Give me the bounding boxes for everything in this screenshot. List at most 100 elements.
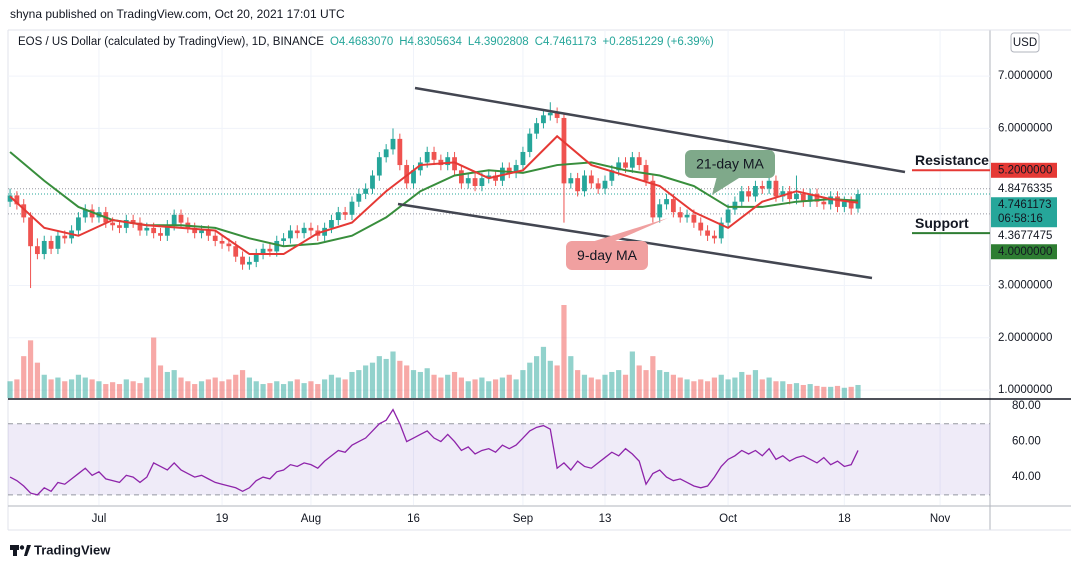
candle-body (718, 222, 724, 239)
volume-bar (27, 340, 34, 398)
candle-body (82, 209, 88, 218)
candle-body (527, 133, 533, 152)
candle-body (226, 243, 232, 247)
candle-body (431, 151, 437, 160)
x-tick-label: Jul (92, 513, 107, 525)
candle-body (725, 209, 731, 223)
candle-body (151, 227, 157, 234)
volume-bar (636, 365, 642, 398)
volume-bar (335, 377, 341, 398)
candle-body (240, 256, 245, 265)
volume-bar (752, 370, 759, 398)
candle-body (677, 212, 683, 218)
candle-body (636, 157, 642, 166)
volume-bar (342, 379, 348, 398)
candle-body (137, 222, 143, 231)
candle-body (335, 212, 341, 221)
candle-body (164, 225, 170, 236)
x-tick-label: 19 (216, 513, 229, 525)
volume-bar (451, 371, 458, 398)
volume-bar (137, 383, 143, 398)
volume-bar (144, 377, 150, 398)
level-label: Resistance (915, 152, 989, 168)
candle-body (698, 222, 704, 231)
candle-body (342, 212, 348, 215)
candle-body (370, 175, 375, 189)
volume-bar (561, 305, 567, 398)
candle-body (568, 178, 574, 184)
volume-bar (766, 377, 772, 398)
volume-bar (609, 371, 615, 398)
candle-body (787, 191, 793, 200)
volume-bar (711, 377, 718, 398)
candle-body (233, 246, 239, 257)
candle-body (780, 191, 786, 197)
volume-bar (828, 386, 834, 398)
volume-bar (123, 379, 129, 398)
volume-bar (68, 379, 75, 398)
level-label: Support (915, 215, 969, 231)
candle-body (144, 227, 150, 231)
candle-body (465, 178, 471, 184)
axis-layer: EOS / US Dollar (calculated by TradingVi… (18, 36, 1057, 525)
candle-body (534, 123, 540, 134)
symbol-name: EOS / US Dollar (calculated by TradingVi… (18, 36, 324, 48)
candle-body (445, 157, 451, 166)
candle-body (828, 196, 834, 205)
volume-bar (513, 379, 519, 398)
ohlc-value: H4.8305634 (399, 36, 462, 48)
candle-body (766, 180, 772, 189)
volume-bar (698, 379, 704, 398)
candle-body (746, 191, 752, 197)
candle-body (404, 165, 410, 184)
volume-bar (465, 381, 471, 398)
volume-bar (219, 381, 225, 398)
volume-bar (185, 381, 191, 398)
volume-bar (848, 386, 854, 398)
candle-body (588, 175, 594, 184)
y-tick-label: 1.0000000 (998, 384, 1052, 396)
ohlc-value: L4.3902808 (468, 36, 529, 48)
volume-bar (96, 381, 102, 398)
currency-button[interactable] (1010, 32, 1040, 53)
volume-bar (376, 356, 382, 398)
candle-body (260, 248, 266, 255)
candle-body (855, 194, 861, 209)
candle-body (397, 138, 403, 166)
volume-bar (404, 365, 410, 398)
candle-body (329, 220, 334, 228)
candle-body (178, 214, 184, 223)
candle-body (55, 235, 61, 249)
volume-bar (410, 370, 417, 398)
candle-body (561, 117, 567, 184)
volume-bar (458, 377, 464, 398)
volume-bar (616, 370, 622, 398)
volume-bar (171, 370, 177, 398)
volume-bar (547, 360, 553, 398)
candle-body (739, 191, 745, 202)
volume-bar (684, 379, 690, 398)
price-label: 4.8476335 (998, 183, 1052, 195)
candle-body (212, 235, 218, 241)
candle-body (712, 235, 717, 239)
y-tick-label: 7.0000000 (998, 70, 1052, 82)
volume-bar (294, 379, 300, 398)
candle-body (541, 115, 546, 124)
candle-body (383, 149, 389, 158)
volume-bar (554, 365, 560, 398)
volume-bar (233, 374, 239, 398)
symbol-title: EOS / US Dollar (calculated by TradingVi… (18, 36, 714, 48)
volume-bar (260, 384, 266, 398)
volume-bar (246, 377, 252, 398)
volume-bar (595, 379, 601, 398)
y-tick-label: 6.0000000 (998, 122, 1052, 134)
rsi-tick-label: 60.00 (1012, 436, 1041, 448)
currency-label[interactable]: USD (1013, 37, 1037, 49)
volume-bar (629, 351, 635, 398)
published-line: shyna published on TradingView.com, Oct … (10, 7, 345, 21)
volume-bar (198, 381, 205, 398)
brand-logo (10, 545, 31, 556)
volume-bar (739, 371, 745, 398)
price-label-box (991, 162, 1057, 178)
